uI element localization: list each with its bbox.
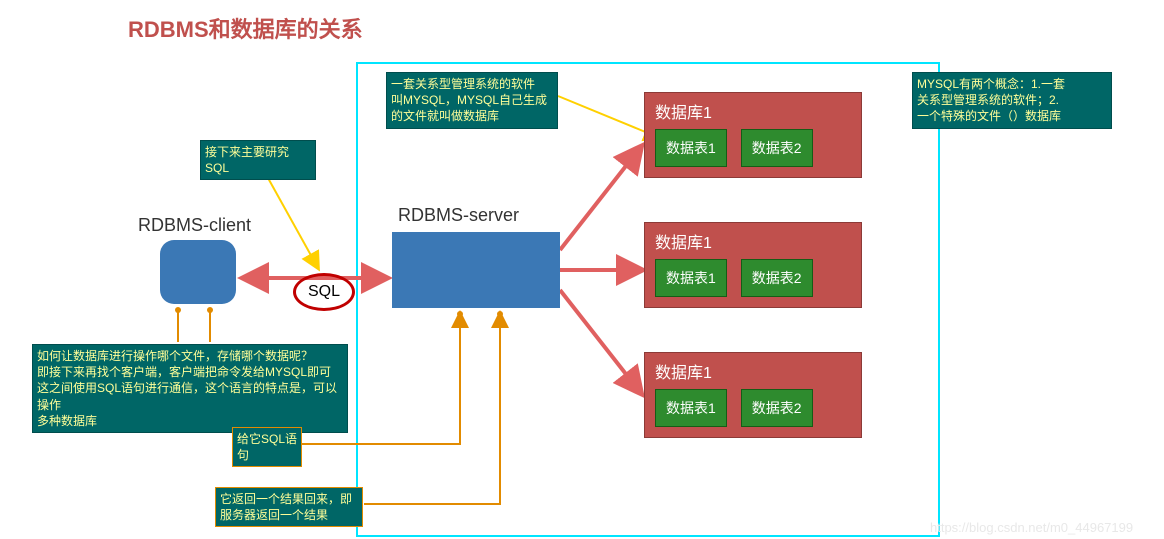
note-mysql-concepts: MYSQL有两个概念：1.一套 关系型管理系统的软件；2. 一个特殊的文件（）数… [912,72,1112,129]
note-line: 一套关系型管理系统的软件 [391,76,553,92]
database-table: 数据表1 [655,389,727,427]
note-line: 叫MYSQL，MYSQL自己生成 [391,92,553,108]
note-study-sql: 接下来主要研究SQL [200,140,316,180]
label-server: RDBMS-server [398,205,519,226]
watermark: https://blog.csdn.net/m0_44967199 [930,520,1133,535]
database-table: 数据表2 [741,259,813,297]
note-mysql-software: 一套关系型管理系统的软件 叫MYSQL，MYSQL自己生成 的文件就叫做数据库 [386,72,558,129]
note-line: 它返回一个结果回来，即 [220,491,358,507]
note-line: 句 [237,447,297,463]
note-line: 给它SQL语 [237,431,297,447]
rdbms-server-box [392,232,560,308]
note-line: 如何让数据库进行操作哪个文件，存储哪个数据呢？ [37,348,343,364]
note-line: 即接下来再找个客户端，客户端把命令发给MYSQL即可 [37,364,343,380]
note-give-sql: 给它SQL语 句 [232,427,302,467]
diagram-title: RDBMS和数据库的关系 [128,12,363,44]
note-return-result: 它返回一个结果回来，即 服务器返回一个结果 [215,487,363,527]
database-box: 数据库1 数据表1 数据表2 [644,222,862,308]
client-dot-a [175,307,181,313]
database-title: 数据库1 [655,99,851,123]
database-table: 数据表2 [741,389,813,427]
note-line: 的文件就叫做数据库 [391,108,553,124]
database-title: 数据库1 [655,229,851,253]
sql-oval: SQL [293,273,355,311]
label-client: RDBMS-client [138,215,251,236]
database-table: 数据表1 [655,129,727,167]
note-line: MYSQL有两个概念：1.一套 [917,76,1107,92]
database-table: 数据表2 [741,129,813,167]
database-title: 数据库1 [655,359,851,383]
client-dot-b [207,307,213,313]
database-table: 数据表1 [655,259,727,297]
note-line: 服务器返回一个结果 [220,507,358,523]
note-how-db-works: 如何让数据库进行操作哪个文件，存储哪个数据呢？ 即接下来再找个客户端，客户端把命… [32,344,348,433]
database-box: 数据库1 数据表1 数据表2 [644,92,862,178]
note-line: 一个特殊的文件（）数据库 [917,108,1107,124]
database-box: 数据库1 数据表1 数据表2 [644,352,862,438]
note-line: 这之间使用SQL语句进行通信，这个语言的特点是，可以操作 [37,380,343,412]
rdbms-client-box [160,240,236,304]
note-line: 关系型管理系统的软件；2. [917,92,1107,108]
